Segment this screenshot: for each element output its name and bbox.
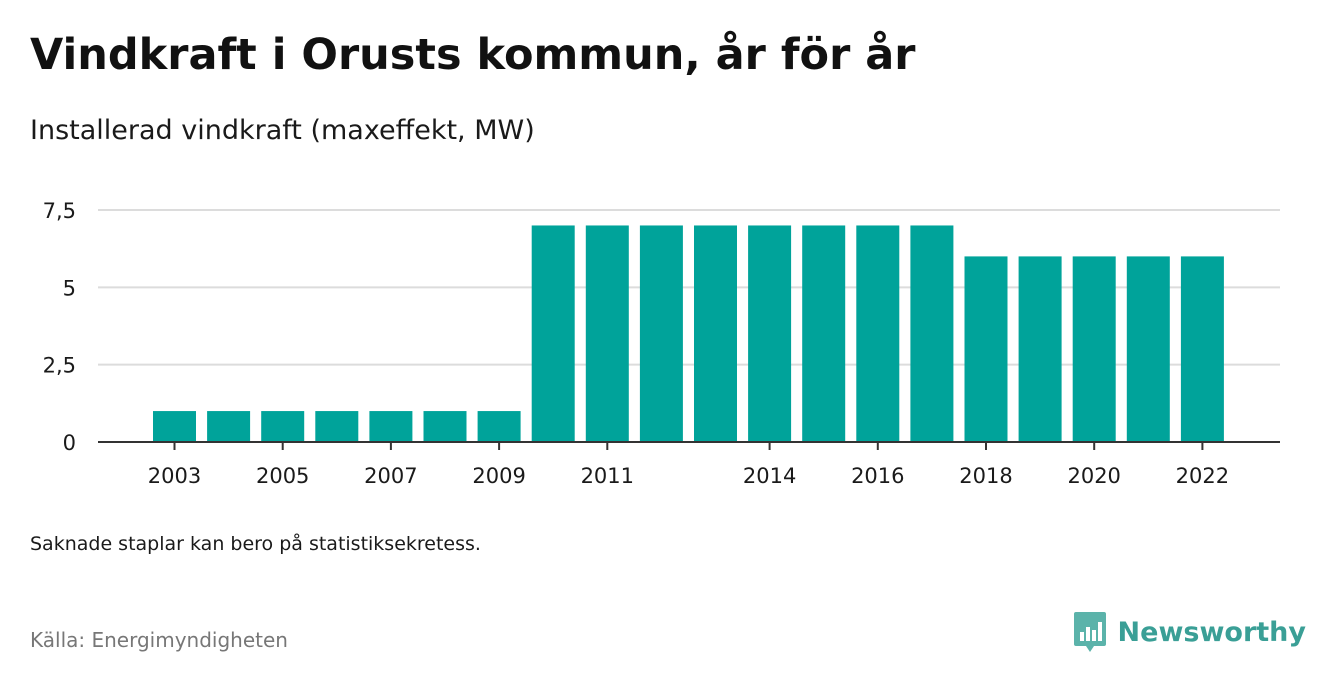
chart-subtitle: Installerad vindkraft (maxeffekt, MW) [30,115,535,146]
bar-2016 [856,225,900,442]
brand-logo: Newsworthy [1072,610,1306,654]
bar-2014 [748,225,792,442]
x-tick-label: 2005 [256,464,309,488]
x-tick-label: 2014 [743,464,796,488]
bar-2007 [369,411,413,442]
x-tick-label: 2011 [581,464,634,488]
bar-2005 [261,411,305,442]
bar-2004 [207,411,251,442]
x-tick-label: 2016 [851,464,904,488]
x-tick-label: 2007 [364,464,417,488]
bar-2003 [153,411,196,442]
y-tick-label: 0 [63,431,76,455]
bar-2015 [802,225,846,442]
bar-2011 [585,225,629,442]
x-axis: 2003 2005 2007 2009 2011 2014 2016 2018 2020 2022 [98,441,1280,488]
newsworthy-logo-icon [1073,612,1106,652]
x-tick-label: 2020 [1067,464,1120,488]
brand-name: Newsworthy [1117,616,1306,648]
bar-2021 [1126,256,1170,442]
y-axis-labels: 0 2,5 5 7,5 [43,199,76,455]
bar-2018 [964,256,1008,442]
bar-chart: 0 2,5 5 7,5 2003 2005 2007 2009 2011 2014 2016 201… [43,199,1280,488]
bar-2020 [1072,256,1116,442]
bar-2006 [315,411,359,442]
bar-2010 [531,225,575,442]
source-text: Källa: Energimyndigheten [30,628,288,652]
footnote: Saknade staplar kan bero på statistiksek… [30,533,481,555]
x-tick-label: 2003 [148,464,201,488]
bar-2019 [1018,256,1062,442]
y-tick-label: 5 [63,276,76,300]
bar-2013 [694,225,737,442]
chart-title: Vindkraft i Orusts kommun, år för år [30,30,916,80]
bar-2009 [477,411,521,442]
x-tick-label: 2009 [472,464,525,488]
bar-2012 [639,225,683,442]
y-tick-label: 2,5 [43,354,76,378]
bar-2008 [423,411,467,442]
y-tick-label: 7,5 [43,199,76,223]
x-tick-label: 2022 [1176,464,1229,488]
x-tick-label: 2018 [959,464,1012,488]
bars [153,225,1224,442]
bar-2022 [1180,256,1224,442]
bar-2017 [910,225,954,442]
